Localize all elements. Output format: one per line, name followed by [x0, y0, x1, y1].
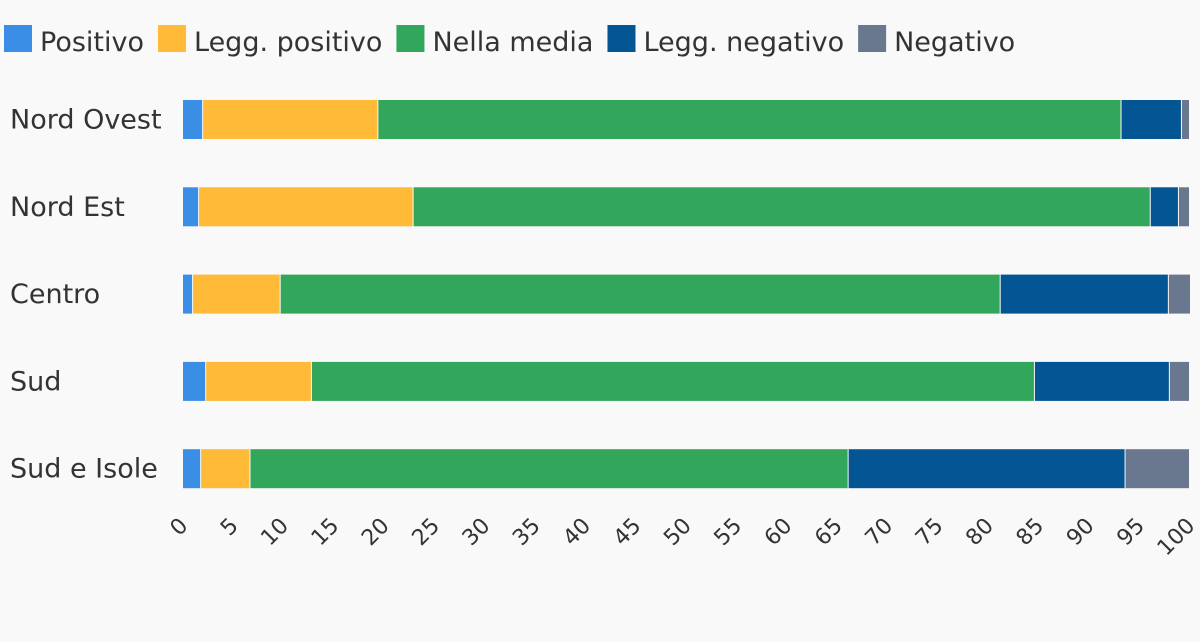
bar-row-centro [183, 274, 1191, 314]
x-tick-label: 75 [911, 514, 948, 551]
bar-segment-legg-negativo [1121, 100, 1181, 139]
bar-row-sud-e-isole [183, 449, 1189, 489]
x-tick-label: 10 [256, 514, 293, 551]
bar-segment-positivo [183, 100, 203, 139]
category-labels: Nord Ovest Nord Est Centro Sud Sud e Isole [10, 105, 162, 485]
legend-swatch [4, 25, 32, 52]
x-tick-label: 35 [508, 514, 545, 551]
legend-swatch [396, 25, 425, 52]
legend-label: Legg. negativo [643, 27, 844, 58]
bar-segment-legg-positivo [199, 187, 413, 227]
x-tick-label: 90 [1062, 514, 1099, 551]
x-tick-label: 100 [1153, 514, 1200, 561]
legend-swatch [607, 25, 636, 52]
x-tick-label: 80 [961, 514, 998, 551]
bar-segment-positivo [183, 274, 193, 314]
bar-row-nord-est [183, 187, 1189, 227]
x-tick-label: 30 [458, 514, 495, 551]
category-label-nord-ovest: Nord Ovest [10, 105, 162, 136]
x-tick-label: 20 [357, 514, 394, 551]
legend-label: Nella media [432, 27, 593, 58]
x-tick-label: 55 [710, 514, 747, 551]
bar-segment-legg-negativo [1150, 187, 1178, 227]
bar-segment-legg-negativo [1000, 274, 1168, 314]
bar-series [183, 100, 1191, 489]
x-axis-ticks: 0 5 10 15 20 25 30 35 40 45 50 55 60 65 70 75 80 85 90 95 10… [166, 514, 1200, 561]
bar-segment-nella-media [378, 100, 1121, 139]
bar-segment-nella-media [311, 361, 1034, 401]
bar-segment-nella-media [250, 449, 848, 489]
bar-row-nord-ovest [183, 100, 1189, 139]
bar-segment-legg-positivo [206, 361, 311, 401]
bar-row-sud [183, 361, 1189, 401]
bar-segment-negativo [1125, 449, 1189, 489]
bar-segment-legg-positivo [193, 274, 280, 314]
bar-segment-negativo [1181, 100, 1189, 139]
x-tick-label: 45 [609, 514, 646, 551]
legend-label: Legg. positivo [194, 27, 382, 58]
x-tick-label: 85 [1012, 514, 1049, 551]
chart-legend: Positivo Legg. positivo Nella media Legg. n… [4, 25, 1015, 58]
legend-item-negativo: Negativo [858, 25, 1015, 58]
legend-item-legg-positivo: Legg. positivo [158, 25, 382, 58]
bar-segment-negativo [1169, 361, 1189, 401]
bar-segment-legg-positivo [203, 100, 378, 139]
x-tick-label: 95 [1112, 514, 1149, 551]
legend-item-legg-negativo: Legg. negativo [607, 25, 844, 58]
bar-segment-negativo [1168, 274, 1191, 314]
bar-segment-positivo [183, 449, 201, 489]
bar-segment-positivo [183, 361, 206, 401]
x-tick-label: 15 [307, 514, 344, 551]
x-tick-label: 50 [659, 514, 696, 551]
bar-segment-positivo [183, 187, 199, 227]
x-tick-label: 0 [166, 514, 194, 542]
bar-segment-legg-negativo [1034, 361, 1169, 401]
legend-item-positivo: Positivo [4, 25, 144, 58]
x-tick-label: 60 [760, 514, 797, 551]
x-tick-label: 5 [216, 514, 244, 542]
bar-segment-nella-media [413, 187, 1150, 227]
legend-label: Positivo [40, 27, 144, 58]
legend-label: Negativo [894, 27, 1015, 58]
x-tick-label: 65 [810, 514, 847, 551]
bar-segment-nella-media [280, 274, 1000, 314]
legend-swatch [858, 25, 887, 52]
bar-segment-legg-negativo [848, 449, 1125, 489]
category-label-nord-est: Nord Est [10, 192, 125, 223]
x-tick-label: 25 [408, 514, 445, 551]
x-tick-label: 40 [559, 514, 596, 551]
x-tick-label: 70 [861, 514, 898, 551]
category-label-centro: Centro [10, 279, 100, 310]
category-label-sud: Sud [10, 366, 61, 397]
category-label-sud-e-isole: Sud e Isole [10, 454, 158, 485]
legend-swatch [158, 25, 186, 52]
bar-segment-legg-positivo [201, 449, 250, 489]
bar-segment-negativo [1178, 187, 1189, 227]
legend-item-nella-media: Nella media [396, 25, 593, 58]
